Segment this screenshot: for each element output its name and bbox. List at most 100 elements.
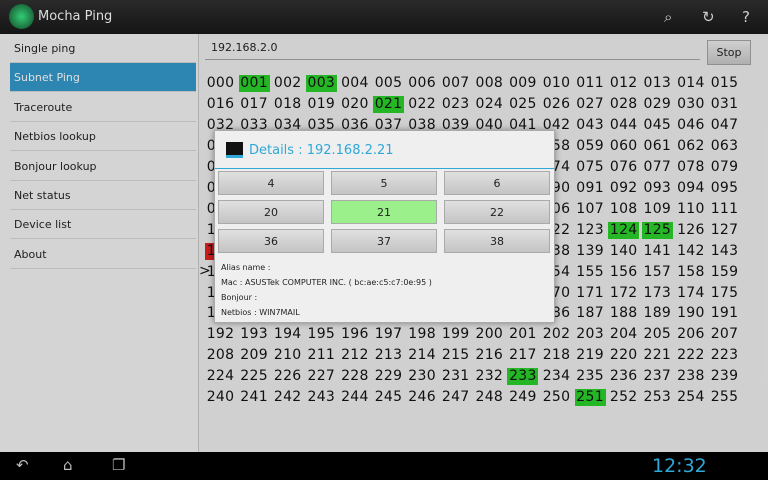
ip-cell[interactable]: 235 (576, 368, 604, 385)
ip-cell[interactable]: 225 (240, 368, 268, 385)
ip-cell[interactable]: 037 (374, 116, 403, 133)
ip-cell[interactable]: 197 (374, 326, 403, 343)
ip-cell[interactable]: 224 (206, 368, 235, 385)
ip-cell[interactable]: 017 (240, 95, 268, 112)
ip-cell[interactable]: 027 (576, 95, 604, 112)
ip-cell[interactable]: 202 (542, 326, 571, 343)
ip-cell[interactable]: 203 (576, 326, 604, 343)
ip-cell[interactable]: 226 (273, 368, 302, 385)
ip-cell[interactable]: 140 (609, 242, 638, 259)
ip-cell[interactable]: 215 (441, 347, 470, 364)
ip-cell[interactable]: 199 (441, 326, 470, 343)
ip-cell[interactable]: 141 (643, 242, 672, 259)
host-button[interactable]: 38 (444, 229, 550, 253)
back-button[interactable]: ↶ (16, 456, 29, 474)
ip-cell[interactable]: 005 (374, 75, 403, 91)
ip-cell[interactable]: 032 (206, 116, 235, 133)
ip-cell[interactable]: 250 (542, 389, 571, 406)
home-button[interactable]: ⌂ (63, 456, 73, 474)
ip-cell[interactable]: 195 (307, 326, 336, 343)
ip-cell[interactable]: 127 (710, 221, 739, 238)
ip-cell[interactable]: 198 (408, 326, 436, 343)
ip-cell[interactable]: 015 (710, 75, 739, 91)
ip-cell[interactable]: 213 (374, 347, 403, 364)
ip-cell[interactable]: 094 (677, 179, 705, 196)
ip-cell[interactable]: 076 (609, 158, 638, 175)
ip-cell[interactable]: 254 (677, 389, 705, 406)
ip-cell[interactable]: 047 (710, 116, 739, 133)
ip-cell[interactable]: 078 (677, 158, 705, 175)
ip-cell[interactable]: 253 (643, 389, 672, 406)
ip-cell[interactable]: 236 (609, 368, 638, 385)
ip-cell[interactable]: 229 (374, 368, 403, 385)
ip-cell[interactable]: 029 (643, 95, 672, 112)
ip-cell[interactable]: 214 (408, 347, 436, 364)
ip-cell[interactable]: 035 (307, 116, 336, 133)
ip-cell[interactable]: 075 (576, 158, 604, 175)
ip-cell[interactable]: 208 (206, 347, 235, 364)
menu-item[interactable]: Subnet Ping (10, 63, 196, 93)
refresh-icon[interactable]: ↻ (702, 8, 715, 26)
search-icon[interactable]: ⌕ (664, 8, 673, 26)
ip-cell[interactable]: 010 (542, 75, 571, 91)
ip-cell[interactable]: 231 (441, 368, 470, 385)
ip-cell[interactable]: 221 (643, 347, 672, 364)
ip-cell[interactable]: 108 (609, 200, 638, 217)
ip-cell[interactable]: 244 (341, 389, 369, 406)
ip-cell[interactable]: 190 (677, 305, 705, 322)
host-button[interactable]: 22 (444, 200, 550, 224)
host-button[interactable]: 5 (331, 171, 437, 195)
ip-cell[interactable]: 022 (408, 95, 436, 112)
menu-item[interactable]: About (10, 240, 196, 269)
ip-cell[interactable]: 210 (273, 347, 302, 364)
ip-cell[interactable]: 006 (408, 75, 436, 91)
ip-cell[interactable]: 251 (574, 389, 606, 407)
ip-cell[interactable]: 223 (710, 347, 739, 364)
menu-item[interactable]: Device list (10, 210, 196, 240)
ip-cell[interactable]: 039 (441, 116, 470, 133)
ip-cell[interactable]: 025 (509, 95, 537, 112)
ip-cell[interactable]: 008 (475, 75, 504, 91)
ip-cell[interactable]: 159 (710, 263, 739, 280)
ip-cell[interactable]: 206 (677, 326, 705, 343)
ip-cell[interactable]: 111 (710, 200, 739, 217)
ip-cell[interactable]: 219 (576, 347, 604, 364)
address-field[interactable]: 192.168.2.0 (205, 38, 700, 60)
ip-cell[interactable]: 192 (206, 326, 235, 343)
ip-cell[interactable]: 255 (710, 389, 739, 406)
ip-cell[interactable]: 092 (609, 179, 638, 196)
ip-cell[interactable]: 155 (576, 263, 604, 280)
host-button[interactable]: 37 (331, 229, 437, 253)
ip-cell[interactable]: 247 (441, 389, 470, 406)
ip-cell[interactable]: 095 (710, 179, 739, 196)
ip-cell[interactable]: 220 (609, 347, 638, 364)
ip-cell[interactable]: 212 (341, 347, 369, 364)
ip-cell[interactable]: 034 (273, 116, 302, 133)
ip-cell[interactable]: 171 (576, 284, 604, 301)
host-button[interactable]: 4 (218, 171, 324, 195)
ip-cell[interactable]: 238 (677, 368, 705, 385)
recent-button[interactable]: ❐ (112, 456, 126, 474)
ip-cell[interactable]: 222 (677, 347, 705, 364)
host-button[interactable]: 21 (331, 200, 437, 224)
ip-cell[interactable]: 217 (509, 347, 537, 364)
ip-cell[interactable]: 193 (240, 326, 268, 343)
ip-cell[interactable]: 031 (710, 95, 739, 112)
ip-cell[interactable]: 228 (341, 368, 369, 385)
ip-cell[interactable]: 157 (643, 263, 672, 280)
ip-cell[interactable]: 234 (542, 368, 571, 385)
ip-cell[interactable]: 030 (677, 95, 705, 112)
ip-cell[interactable]: 046 (677, 116, 705, 133)
menu-item[interactable]: Traceroute (10, 93, 196, 122)
ip-cell[interactable]: 209 (240, 347, 268, 364)
ip-cell[interactable]: 194 (273, 326, 302, 343)
ip-cell[interactable]: 242 (273, 389, 302, 406)
menu-item[interactable]: Single ping (10, 34, 196, 63)
ip-cell[interactable]: 174 (677, 284, 705, 301)
ip-cell[interactable]: 038 (408, 116, 436, 133)
host-button[interactable]: 6 (444, 171, 550, 195)
ip-cell[interactable]: 004 (341, 75, 369, 91)
ip-cell[interactable]: 110 (677, 200, 705, 217)
ip-cell[interactable]: 126 (677, 221, 705, 238)
ip-cell[interactable]: 239 (710, 368, 739, 385)
